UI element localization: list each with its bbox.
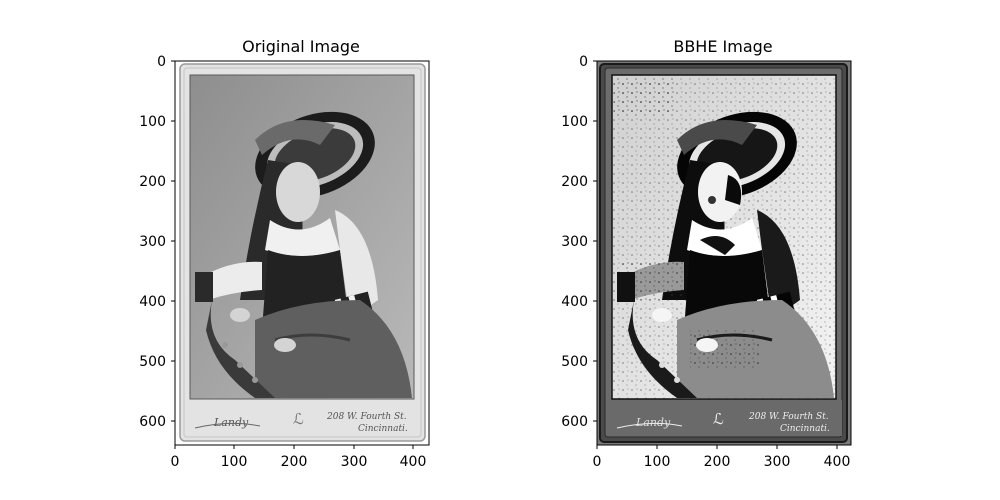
y-tick-label: 0 (579, 54, 588, 70)
original-image: Landy ℒ 208 W. Fourth St. Cincinnati. (175, 61, 429, 445)
y-tick-label: 100 (561, 114, 588, 130)
axes-original (174, 60, 430, 446)
card-address-line1: 208 W. Fourth St. (326, 412, 407, 422)
x-tick-label: 200 (281, 454, 308, 470)
panel-title: Original Image (242, 37, 360, 56)
y-axis-bbhe: 0 100 200 300 400 500 600 (561, 54, 597, 430)
card-signature: Landy (213, 416, 249, 429)
y-tick-label: 500 (561, 354, 588, 370)
y-tick-label: 400 (139, 294, 166, 310)
y-tick-label: 600 (561, 414, 588, 430)
card-signature: Landy (635, 416, 671, 429)
card-address-line2: Cincinnati. (780, 424, 830, 434)
x-tick-label: 0 (171, 454, 180, 470)
panel-original: Original Image (139, 37, 430, 470)
x-axis-bbhe: 0 100 200 300 400 (593, 445, 851, 470)
x-tick-label: 400 (400, 454, 427, 470)
y-tick-label: 100 (139, 114, 166, 130)
y-axis-original: 0 100 200 300 400 500 600 (139, 54, 175, 430)
y-tick-label: 200 (561, 174, 588, 190)
x-tick-label: 100 (644, 454, 671, 470)
x-tick-label: 200 (704, 454, 731, 470)
bbhe-image: Landy ℒ 208 W. Fourth St. Cincinnati. (597, 61, 851, 445)
y-tick-label: 0 (157, 54, 166, 70)
x-tick-label: 300 (341, 454, 368, 470)
y-tick-label: 500 (139, 354, 166, 370)
x-tick-label: 300 (764, 454, 791, 470)
y-tick-label: 400 (561, 294, 588, 310)
panel-title: BBHE Image (673, 37, 772, 56)
card-monogram: ℒ (713, 410, 724, 428)
y-tick-label: 600 (139, 414, 166, 430)
x-tick-label: 400 (824, 454, 851, 470)
axes-bbhe (596, 60, 852, 446)
y-tick-label: 300 (561, 234, 588, 250)
y-tick-label: 300 (139, 234, 166, 250)
card-monogram: ℒ (293, 410, 304, 428)
panel-bbhe: BBHE Image (561, 37, 852, 470)
card-address-line2: Cincinnati. (358, 424, 408, 434)
x-tick-label: 100 (221, 454, 248, 470)
card-address-line1: 208 W. Fourth St. (748, 412, 829, 422)
x-axis-original: 0 100 200 300 400 (171, 445, 427, 470)
x-tick-label: 0 (593, 454, 602, 470)
y-tick-label: 200 (139, 174, 166, 190)
